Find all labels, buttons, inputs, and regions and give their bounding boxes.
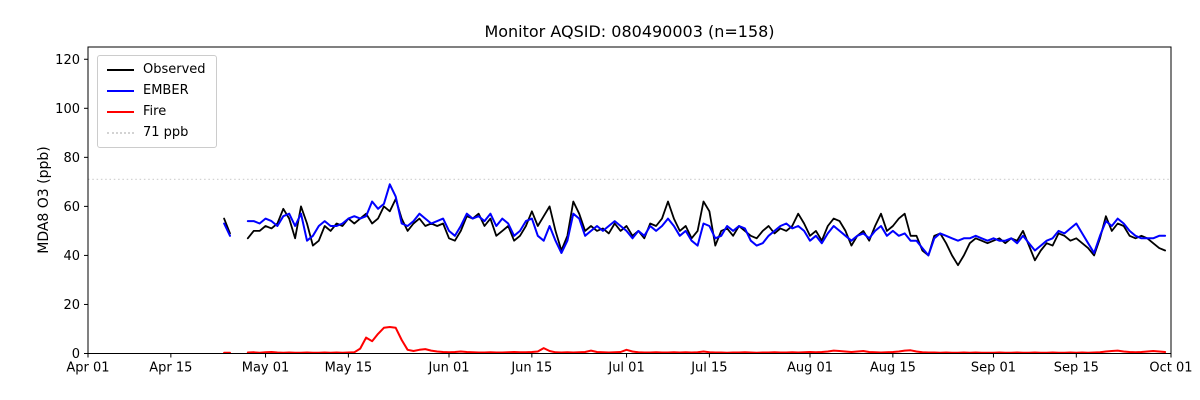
y-tick-label: 0 bbox=[72, 347, 80, 362]
x-tick-label: Jul 01 bbox=[607, 361, 644, 376]
y-tick-label: 120 bbox=[55, 53, 80, 68]
legend-item-observed: Observed bbox=[107, 63, 206, 77]
axes-spines bbox=[87, 46, 1172, 354]
x-tick-label: Sep 01 bbox=[971, 361, 1016, 376]
legend-item-fire: Fire bbox=[107, 105, 206, 119]
x-tick-label: Jul 15 bbox=[690, 361, 727, 376]
y-tick-label: 100 bbox=[55, 102, 80, 117]
x-tick-label: Sep 15 bbox=[1054, 361, 1099, 376]
legend-label-observed: Observed bbox=[143, 62, 206, 77]
x-tick-label: Jun 01 bbox=[428, 361, 470, 376]
series-line-fire bbox=[223, 326, 1167, 354]
x-tick-label: May 15 bbox=[325, 361, 373, 376]
legend-label-threshold: 71 ppb bbox=[143, 125, 189, 140]
legend-line-fire bbox=[107, 111, 134, 113]
y-tick-label: 20 bbox=[63, 298, 80, 313]
legend-line-observed bbox=[107, 69, 134, 71]
series-line-observed bbox=[223, 198, 1166, 267]
x-tick-label: Apr 01 bbox=[66, 361, 109, 376]
legend-line-ember bbox=[107, 90, 134, 92]
chart-title: Monitor AQSID: 080490003 (n=158) bbox=[484, 22, 775, 41]
x-tick-label: Aug 15 bbox=[870, 361, 916, 376]
legend-label-ember: EMBER bbox=[143, 83, 189, 98]
series-line-ember bbox=[223, 183, 1167, 257]
legend-line-threshold bbox=[107, 132, 134, 134]
legend-item-threshold: 71 ppb bbox=[107, 126, 206, 140]
legend-label-fire: Fire bbox=[143, 104, 167, 119]
legend: Observed EMBER Fire 71 ppb bbox=[97, 55, 217, 148]
x-tick-label: May 01 bbox=[242, 361, 290, 376]
legend-item-ember: EMBER bbox=[107, 84, 206, 98]
x-tick-label: Apr 15 bbox=[149, 361, 192, 376]
y-tick-label: 80 bbox=[63, 151, 80, 166]
y-tick-label: 60 bbox=[63, 200, 80, 215]
x-tick-label: Aug 01 bbox=[787, 361, 833, 376]
y-tick-label: 40 bbox=[63, 249, 80, 264]
x-tick-label: Oct 01 bbox=[1149, 361, 1192, 376]
x-tick-label: Jun 15 bbox=[510, 361, 552, 376]
